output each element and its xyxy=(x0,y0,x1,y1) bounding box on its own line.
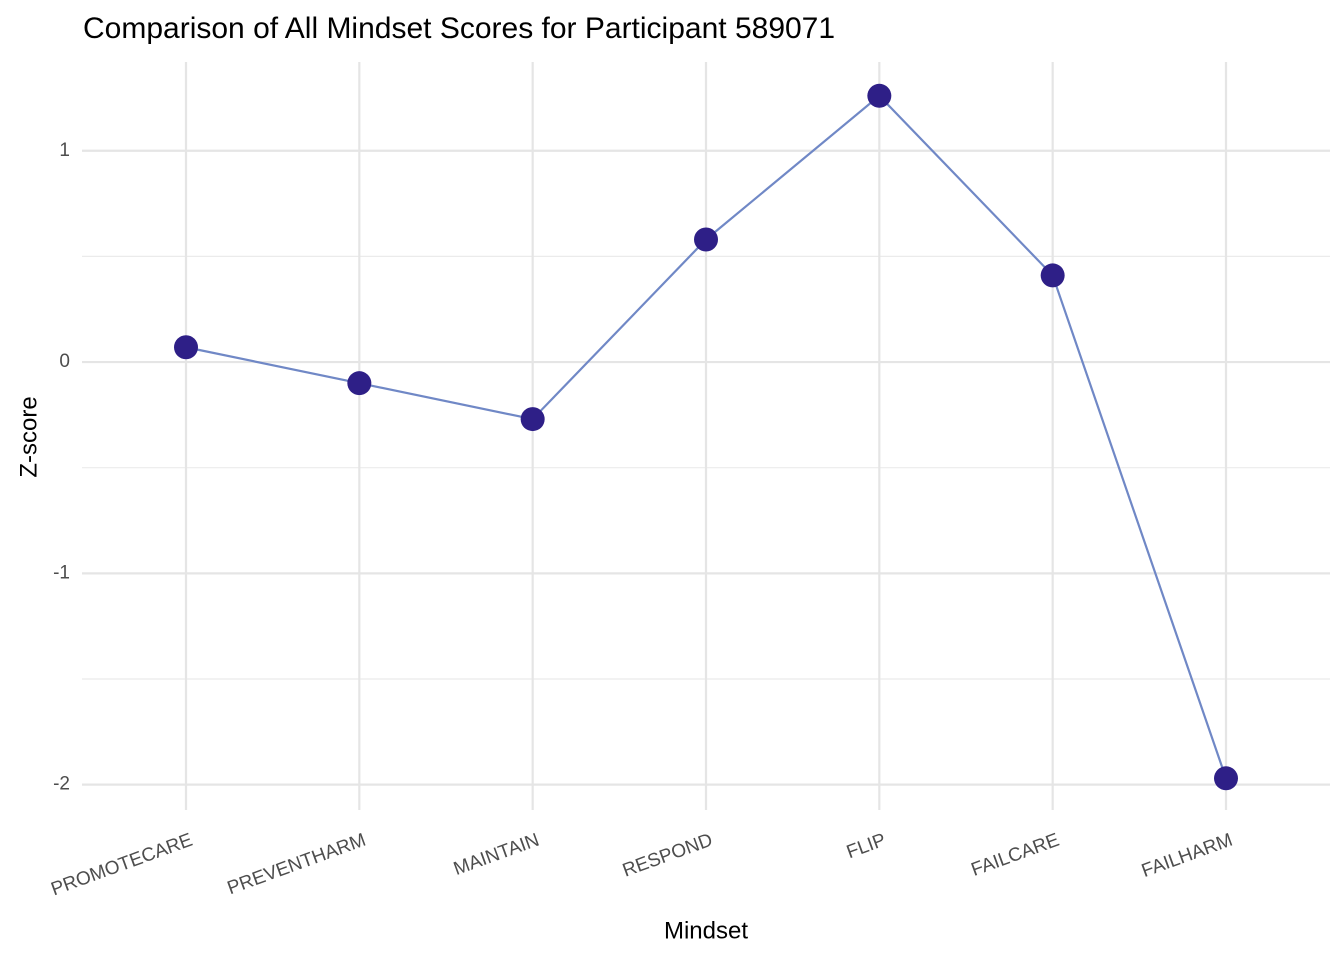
data-point xyxy=(174,335,198,360)
x-tick-label: PROMOTECARE xyxy=(48,830,195,901)
y-tick-label: -2 xyxy=(53,774,70,795)
x-tick-label: MAINTAIN xyxy=(451,830,542,880)
data-point xyxy=(867,83,892,108)
plot-area xyxy=(174,83,1238,791)
x-tick-label: FLIP xyxy=(844,830,889,863)
grid xyxy=(82,62,1330,810)
data-point xyxy=(347,371,372,396)
data-point xyxy=(1214,766,1238,791)
x-tick-label: RESPOND xyxy=(620,830,715,882)
y-tick-label: 0 xyxy=(59,351,70,372)
chart-title: Comparison of All Mindset Scores for Par… xyxy=(83,12,835,45)
y-tick-label: -1 xyxy=(53,562,70,583)
x-tick-label: FAILCARE xyxy=(969,830,1063,881)
data-point xyxy=(694,227,718,252)
y-axis-title: Z-score xyxy=(15,396,42,477)
data-point xyxy=(520,407,545,432)
x-axis-title: Mindset xyxy=(664,917,748,944)
y-tick-label: 1 xyxy=(59,140,70,161)
data-point xyxy=(1040,263,1065,288)
x-tick-label: FAILHARM xyxy=(1139,830,1235,882)
x-tick-label: PREVENTHARM xyxy=(225,830,369,900)
